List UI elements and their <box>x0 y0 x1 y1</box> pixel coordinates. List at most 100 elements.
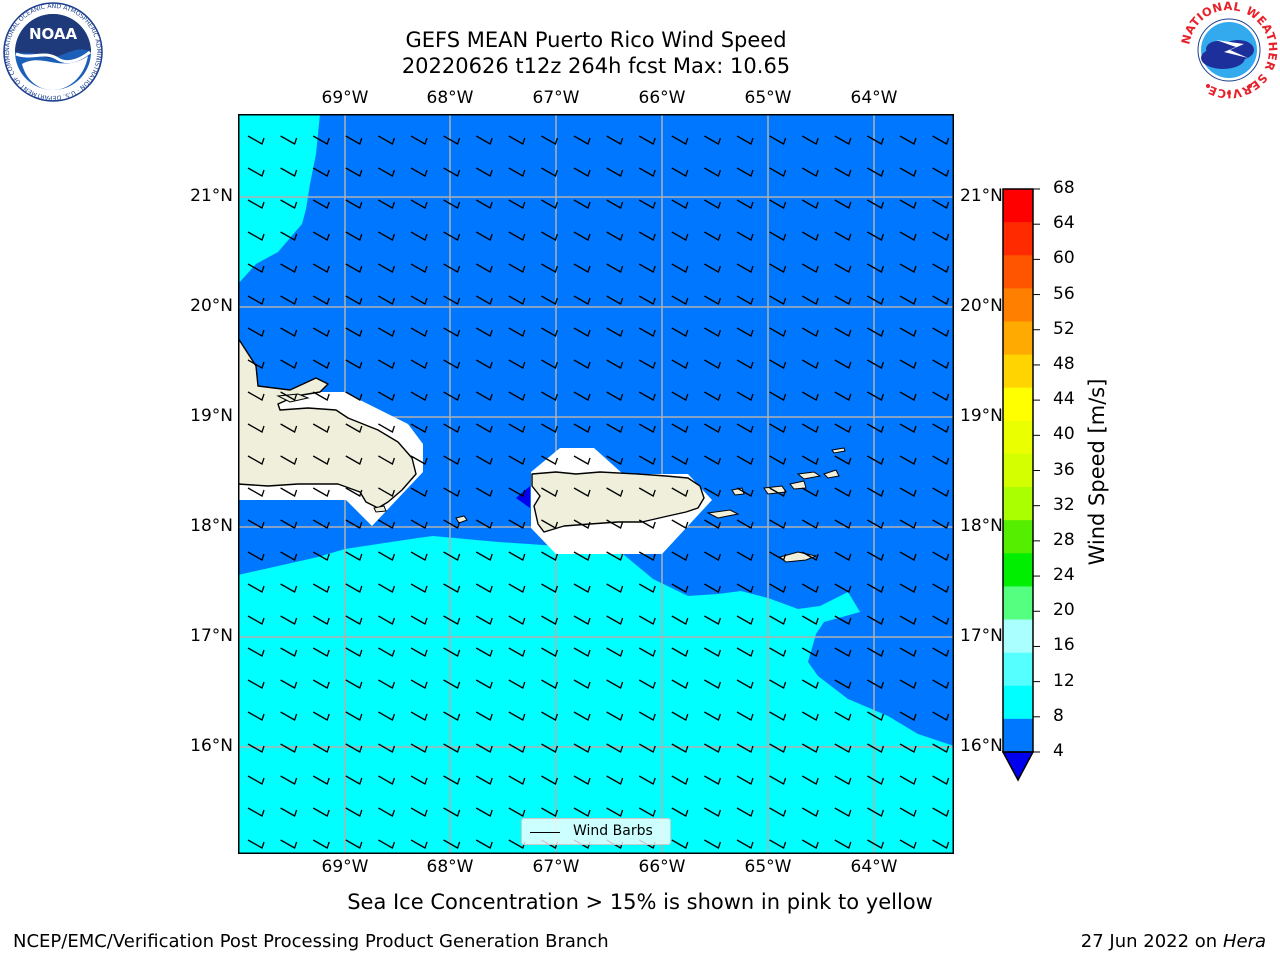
colorbar-tick-label: 8 <box>1053 705 1064 726</box>
wind-barb <box>801 391 819 401</box>
colorbar-segment <box>1003 222 1033 256</box>
wind-barb <box>638 327 656 337</box>
wind-barb <box>899 135 917 145</box>
wind-barb <box>769 295 787 305</box>
wind-barb <box>312 583 330 593</box>
wind-barb <box>736 775 754 785</box>
wind-barb <box>541 711 559 721</box>
colorbar-segment <box>1003 189 1033 223</box>
wind-barb <box>899 167 917 177</box>
wind-barb <box>736 839 754 849</box>
wind-barb <box>736 295 754 305</box>
wind-barb <box>801 647 819 657</box>
wind-barb <box>345 327 363 337</box>
wind-barb <box>769 391 787 401</box>
wind-barb <box>541 359 559 369</box>
wind-barb <box>932 327 950 337</box>
wind-barb <box>541 295 559 305</box>
wind-barb <box>671 135 689 145</box>
wind-barb <box>345 135 363 145</box>
wind-barb <box>410 551 428 561</box>
wind-barb <box>541 135 559 145</box>
wind-barb <box>443 775 461 785</box>
wind-barb <box>769 807 787 817</box>
wind-barb <box>606 711 624 721</box>
wind-barb <box>345 647 363 657</box>
wind-barb <box>475 391 493 401</box>
wind-barb <box>899 359 917 369</box>
wind-barb <box>247 423 265 433</box>
wind-barb <box>932 583 950 593</box>
wind-barb <box>704 135 722 145</box>
wind-barb <box>638 775 656 785</box>
wind-barb <box>475 743 493 753</box>
colorbar-tick-label: 48 <box>1053 353 1075 374</box>
wind-barb <box>834 583 852 593</box>
wind-barb <box>443 135 461 145</box>
wind-barb <box>378 615 396 625</box>
wind-barb <box>410 423 428 433</box>
wind-barb <box>704 359 722 369</box>
wind-barb <box>508 647 526 657</box>
wind-barb <box>280 231 298 241</box>
wind-barb <box>573 423 591 433</box>
wind-barb <box>834 775 852 785</box>
wind-barb <box>834 167 852 177</box>
wind-barb <box>638 295 656 305</box>
wind-barb <box>834 615 852 625</box>
wind-barb <box>280 583 298 593</box>
wind-barb <box>606 455 624 465</box>
wind-barb <box>671 327 689 337</box>
wind-barb <box>867 615 885 625</box>
wind-barb <box>736 807 754 817</box>
wind-field-8-12-south <box>238 536 954 854</box>
wind-barb <box>704 647 722 657</box>
wind-barb <box>541 263 559 273</box>
wind-barb <box>867 775 885 785</box>
legend: Wind Barbs <box>521 818 671 845</box>
map-subtitle-forecast: 20220626 t12z 264h fcst Max: 10.65 <box>401 54 791 78</box>
wind-barb <box>573 679 591 689</box>
wind-barb <box>573 711 591 721</box>
wind-barb <box>443 487 461 497</box>
lon-label-bottom: 66°W <box>638 857 686 877</box>
wind-barb <box>834 679 852 689</box>
wind-barb <box>247 583 265 593</box>
wind-barb <box>378 423 396 433</box>
wind-barb <box>801 359 819 369</box>
lon-label-bottom: 64°W <box>850 857 898 877</box>
wind-barb <box>769 615 787 625</box>
wind-barb <box>638 167 656 177</box>
wind-barb <box>541 423 559 433</box>
wind-barb <box>899 743 917 753</box>
wind-barb <box>247 135 265 145</box>
wind-barb <box>410 647 428 657</box>
wind-barb <box>801 199 819 209</box>
wind-barb <box>573 519 591 529</box>
noaa-logo-text: NOAA <box>29 25 78 43</box>
wind-barb <box>541 231 559 241</box>
footer-date-text: 27 Jun 2022 on <box>1080 931 1218 952</box>
wind-barb <box>541 743 559 753</box>
wind-barb <box>899 263 917 273</box>
wind-barb <box>573 583 591 593</box>
wind-barb <box>932 487 950 497</box>
wind-barb <box>345 583 363 593</box>
wind-barb <box>247 327 265 337</box>
wind-barb <box>736 647 754 657</box>
wind-barb <box>736 135 754 145</box>
wind-barb <box>736 487 754 497</box>
wind-barb <box>247 775 265 785</box>
wind-barb <box>345 167 363 177</box>
wind-barb <box>932 519 950 529</box>
wind-barb <box>671 231 689 241</box>
lat-label-left: 17°N <box>190 626 233 646</box>
wind-barb <box>932 455 950 465</box>
wind-barb <box>769 263 787 273</box>
wind-barb <box>312 679 330 689</box>
wind-barb <box>704 263 722 273</box>
wind-barb <box>443 423 461 433</box>
wind-barb <box>769 167 787 177</box>
wind-barb <box>834 743 852 753</box>
wind-barb <box>704 807 722 817</box>
